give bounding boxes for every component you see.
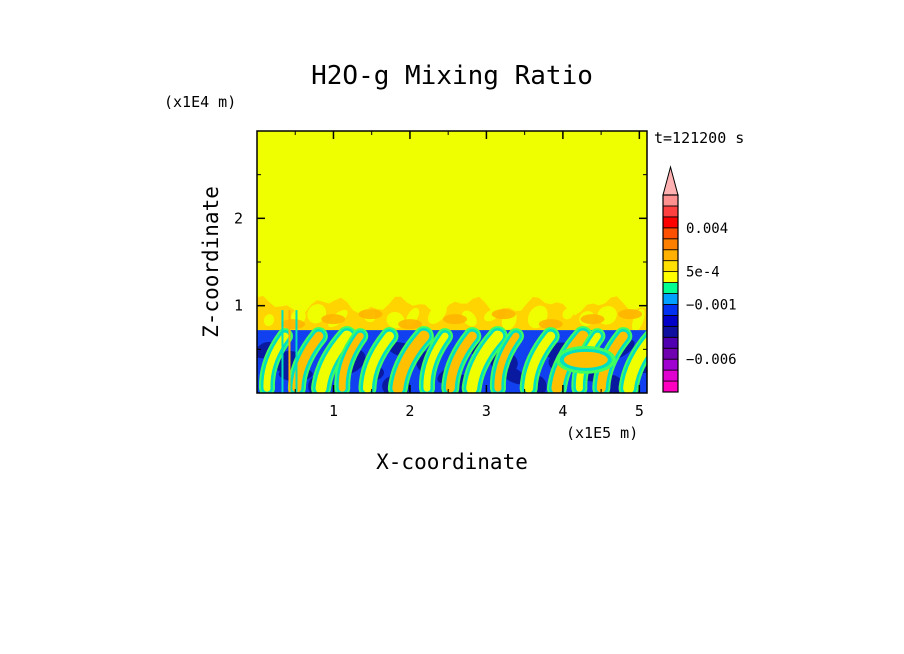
colorbar-segment <box>662 380 679 393</box>
colorbar-label: −0.006 <box>686 352 737 368</box>
x-tick-label: 5 <box>635 402 644 420</box>
colorbar-segment <box>662 227 679 240</box>
colorbar-segment <box>662 238 679 251</box>
plume-filament-core <box>494 332 520 392</box>
moist-patch <box>618 309 643 320</box>
plume-filament-core <box>524 331 556 393</box>
colorbar-segment <box>662 304 679 316</box>
colorbar-segment <box>662 347 679 360</box>
plume-filament-core <box>315 330 353 393</box>
plume-filament-core <box>623 336 647 393</box>
x-tick-label: 2 <box>405 402 414 420</box>
dry-intrusion <box>461 310 477 327</box>
moist-patch <box>321 314 346 325</box>
moist-patch <box>443 314 468 325</box>
colorbar-segment <box>662 314 679 327</box>
y-unit-label: (x1E4 m) <box>164 93 236 111</box>
vertical-streak <box>288 310 291 393</box>
x-tick-label: 4 <box>558 402 567 420</box>
axis-ticks: 1 2 3 4 5 1 2 <box>234 131 647 420</box>
time-label: t=121200 s <box>654 129 744 147</box>
colorbar-segment <box>662 293 679 305</box>
chart-title: H2O-g Mixing Ratio <box>311 61 593 91</box>
colorbar-segment <box>662 336 679 349</box>
dry-intrusion <box>428 303 447 324</box>
x-axis-label: X-coordinate <box>376 450 528 474</box>
y-tick-label: 2 <box>234 209 243 227</box>
plume-filament-core <box>392 330 430 393</box>
plume-filament-core <box>338 332 364 392</box>
moist-patch <box>580 314 605 325</box>
colorbar-segment <box>662 271 679 283</box>
moist-patch <box>358 309 383 320</box>
y-axis-label: Z-coordinate <box>199 186 223 338</box>
colorbar-label: −0.001 <box>686 297 737 313</box>
plume-filament-core <box>362 331 394 393</box>
colorbar-label: 5e-4 <box>686 265 720 281</box>
x-unit-label: (x1E5 m) <box>566 424 638 442</box>
moist-patch <box>398 319 423 330</box>
moist-blob-core <box>563 351 608 368</box>
colorbar-segment <box>662 282 679 294</box>
x-tick-label: 1 <box>329 402 338 420</box>
colorbar-label: 0.004 <box>686 221 728 237</box>
moist-patch <box>491 309 516 320</box>
colorbar-segment <box>662 249 679 262</box>
moist-patch <box>281 319 305 330</box>
plume-filament-core <box>445 331 477 393</box>
plume-filament-core <box>423 332 449 392</box>
colorbar-segment <box>662 205 679 218</box>
plot-area <box>257 131 647 393</box>
colorbar: 0.004 5e-4 −0.001 −0.006 <box>662 165 737 393</box>
colorbar-segment <box>662 194 679 207</box>
vertical-streak <box>281 310 284 393</box>
colorbar-arrow <box>662 165 679 196</box>
colorbar-segment <box>662 369 679 382</box>
dry-intrusion <box>263 314 275 327</box>
colorbar-segment <box>662 216 679 229</box>
x-tick-label: 3 <box>482 402 491 420</box>
colorbar-segment <box>662 358 679 371</box>
colorbar-frame <box>662 194 679 393</box>
plume-filament-core <box>466 330 504 393</box>
colorbar-segment <box>662 325 679 338</box>
moist-patch <box>538 319 563 330</box>
colorbar-segment <box>662 260 679 273</box>
y-tick-label: 1 <box>234 297 243 315</box>
dry-intrusion <box>562 308 574 320</box>
vertical-streak <box>295 310 298 393</box>
